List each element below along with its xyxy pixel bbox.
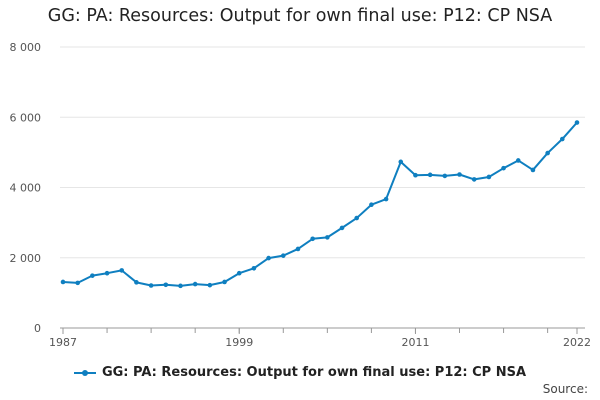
data-point xyxy=(192,281,198,287)
axes: 0 2 000 4 000 6 000 8 000 1987 1999 2011 2022 xyxy=(10,41,592,349)
data-point xyxy=(413,172,418,178)
data-point xyxy=(501,165,506,171)
data-point xyxy=(339,225,345,231)
data-point xyxy=(427,172,433,178)
x-tick-label: 2011 xyxy=(401,336,429,349)
data-point xyxy=(471,177,477,182)
data-point xyxy=(310,236,315,242)
data-point xyxy=(280,253,286,258)
data-point xyxy=(104,270,110,276)
data-point xyxy=(354,215,360,221)
data-point xyxy=(325,235,330,240)
data-point xyxy=(163,282,169,288)
series-layer xyxy=(60,120,580,289)
data-point xyxy=(119,268,125,273)
legend[interactable]: GG: PA: Resources: Output for own final … xyxy=(0,365,600,380)
data-point xyxy=(148,283,154,288)
data-point xyxy=(383,196,389,202)
y-tick-label: 8 000 xyxy=(10,41,42,54)
data-point xyxy=(266,255,271,261)
legend-marker xyxy=(73,368,96,378)
data-point xyxy=(295,246,301,252)
data-point xyxy=(574,120,580,125)
gridlines xyxy=(60,46,585,259)
data-point xyxy=(178,283,183,289)
data-point xyxy=(530,167,536,173)
data-point xyxy=(207,282,213,288)
data-point xyxy=(560,136,565,142)
chart-title: GG: PA: Resources: Output for own final … xyxy=(47,6,553,26)
y-tick-label: 0 xyxy=(34,322,41,335)
data-point xyxy=(398,159,404,165)
data-point xyxy=(251,265,257,271)
x-tick-label: 1999 xyxy=(225,336,253,349)
legend-label: GG: PA: Resources: Output for own final … xyxy=(101,365,527,380)
y-tick-label: 4 000 xyxy=(10,182,42,195)
data-point xyxy=(222,279,227,285)
data-point xyxy=(442,173,448,179)
x-tick-label: 1987 xyxy=(49,336,77,349)
data-point xyxy=(545,150,550,156)
data-point xyxy=(75,280,80,286)
x-tick-label: 2022 xyxy=(563,336,591,349)
data-point xyxy=(369,202,374,208)
data-point xyxy=(134,280,139,285)
data-point xyxy=(236,270,242,276)
y-tick-label: 6 000 xyxy=(10,111,42,124)
data-point xyxy=(60,279,66,285)
y-tick-label: 2 000 xyxy=(10,252,42,265)
series-line xyxy=(62,121,578,287)
source-label: Source: xyxy=(542,382,588,396)
data-point xyxy=(90,273,95,278)
data-point xyxy=(515,158,521,163)
data-point xyxy=(457,172,462,177)
data-point xyxy=(486,174,492,180)
